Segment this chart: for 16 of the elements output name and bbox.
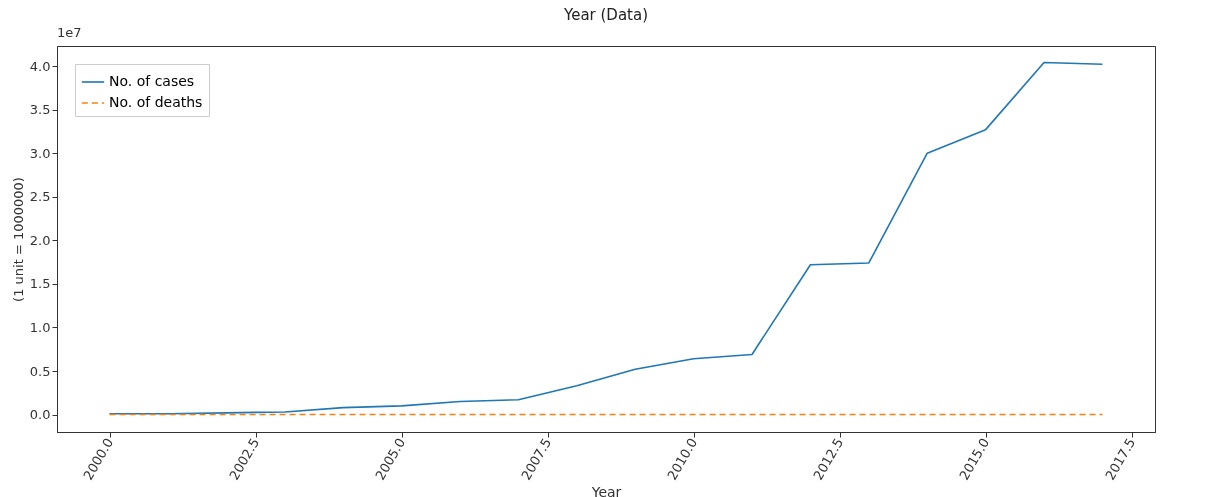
legend-label: No. of deaths — [109, 94, 203, 110]
y-tick-label: 0.5 — [29, 363, 51, 379]
x-axis-title: Year — [590, 484, 622, 497]
y-tick-label: 0.0 — [29, 407, 51, 423]
y-axis-title: (1 unit = 1000000) — [10, 177, 26, 302]
text: 1e7 — [57, 25, 82, 40]
y-tick-label: 3.5 — [29, 102, 51, 118]
line-series — [108, 61, 1104, 415]
y-tick-label: 2.5 — [29, 189, 51, 205]
y-tick-label: 2.0 — [29, 232, 51, 248]
chart-title: Year (Data) — [562, 6, 649, 24]
y-tick-label: 4.0 — [29, 58, 51, 74]
y-tick-label: 1.0 — [29, 319, 51, 335]
legend-label: No. of cases — [109, 73, 195, 89]
y-tick-label: 3.0 — [29, 145, 51, 161]
y-tick-label: 1.5 — [29, 276, 51, 292]
